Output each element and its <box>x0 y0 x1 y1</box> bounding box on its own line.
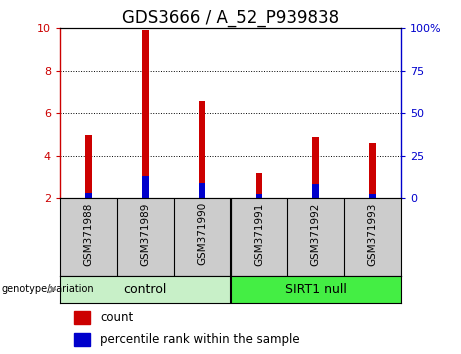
Title: GDS3666 / A_52_P939838: GDS3666 / A_52_P939838 <box>122 9 339 27</box>
Bar <box>255 194 262 198</box>
Text: SIRT1 null: SIRT1 null <box>285 283 347 296</box>
Bar <box>85 193 92 198</box>
Text: GSM371990: GSM371990 <box>197 202 207 266</box>
Bar <box>255 173 262 198</box>
Bar <box>85 135 92 198</box>
Text: GSM371992: GSM371992 <box>311 202 321 266</box>
Text: percentile rank within the sample: percentile rank within the sample <box>100 333 300 346</box>
Bar <box>199 101 206 198</box>
Bar <box>60 276 230 303</box>
Text: count: count <box>100 311 133 324</box>
Text: GSM371989: GSM371989 <box>140 202 150 266</box>
Bar <box>142 176 148 198</box>
Text: GSM371988: GSM371988 <box>83 202 94 266</box>
Text: control: control <box>124 283 167 296</box>
Bar <box>74 333 90 346</box>
Bar <box>369 194 376 198</box>
Text: GSM371991: GSM371991 <box>254 202 264 266</box>
Bar <box>142 30 148 198</box>
Text: GSM371993: GSM371993 <box>367 202 378 266</box>
Bar <box>199 183 206 198</box>
Bar <box>230 276 401 303</box>
Text: genotype/variation: genotype/variation <box>1 284 94 295</box>
Bar <box>313 137 319 198</box>
Bar <box>369 143 376 198</box>
Bar <box>313 184 319 198</box>
Bar <box>74 311 90 324</box>
